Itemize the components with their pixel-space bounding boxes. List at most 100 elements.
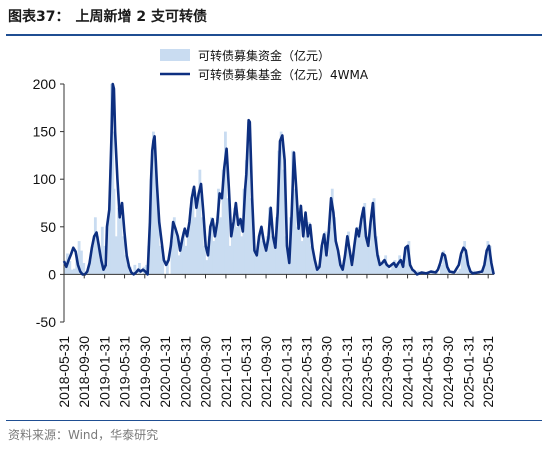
- bar: [279, 131, 283, 275]
- bar: [179, 245, 183, 275]
- x-tick-label: 2024-09-30: [440, 336, 456, 408]
- bar: [305, 236, 309, 275]
- bar: [210, 217, 213, 275]
- bar: [91, 245, 95, 275]
- bar: [170, 241, 174, 275]
- bar: [391, 262, 395, 275]
- bar: [63, 266, 67, 275]
- bar: [226, 198, 230, 275]
- bar: [326, 255, 330, 275]
- x-tick-label: 2022-01-31: [278, 336, 294, 408]
- bar: [284, 236, 288, 275]
- bar: [165, 260, 169, 275]
- bar: [293, 188, 297, 275]
- bar: [186, 226, 190, 275]
- bar: [214, 226, 218, 275]
- bar: [463, 241, 467, 275]
- bar: [149, 179, 153, 275]
- bar: [402, 264, 406, 275]
- bar: [379, 264, 383, 275]
- x-tick-label: 2019-05-31: [117, 336, 133, 408]
- bar: [409, 269, 413, 275]
- bar: [365, 236, 369, 275]
- bar: [224, 131, 227, 275]
- bar: [133, 264, 137, 275]
- bar: [386, 264, 390, 275]
- bar: [237, 217, 241, 275]
- bar: [70, 269, 74, 275]
- bar: [228, 245, 232, 275]
- bar: [370, 217, 374, 275]
- bar: [358, 236, 362, 275]
- bar: [205, 260, 209, 275]
- bar: [344, 245, 348, 275]
- bar: [405, 245, 408, 275]
- bar: [117, 207, 120, 275]
- bar: [196, 198, 199, 275]
- x-tick-label: 2022-09-30: [319, 336, 335, 408]
- bar: [80, 250, 83, 275]
- bar: [172, 217, 176, 275]
- legend-bar-label: 可转债募集资金（亿元）: [198, 48, 330, 63]
- title-divider: [6, 34, 542, 36]
- legend-line-label: 可转债募集基金（亿元）4WMA: [198, 67, 369, 82]
- bar: [312, 255, 316, 275]
- bar: [460, 255, 464, 275]
- bar: [395, 264, 399, 275]
- bar: [219, 217, 223, 275]
- bar: [119, 217, 123, 275]
- x-tick-label: 2025-05-31: [480, 336, 496, 408]
- bar: [124, 255, 127, 275]
- bar: [296, 226, 299, 275]
- y-tick-label: 100: [33, 171, 57, 187]
- y-tick-label: 0: [48, 266, 56, 282]
- bar: [175, 236, 179, 275]
- bar: [82, 262, 86, 275]
- bar: [98, 260, 102, 275]
- line-series: [62, 82, 495, 276]
- bar: [184, 245, 188, 275]
- bar: [93, 217, 97, 275]
- bar: [333, 217, 336, 275]
- bar: [145, 264, 148, 275]
- bar: [235, 226, 239, 275]
- bar: [282, 169, 285, 275]
- bar: [442, 250, 446, 275]
- bar: [152, 131, 155, 275]
- x-tick-label: 2024-05-31: [420, 336, 436, 408]
- x-tick-label: 2018-09-30: [76, 336, 92, 408]
- bar: [361, 217, 364, 275]
- bar: [398, 255, 402, 275]
- x-tick-label: 2019-01-31: [97, 336, 113, 408]
- bar: [161, 255, 165, 275]
- bar: [77, 241, 81, 275]
- bar: [368, 245, 371, 275]
- bar: [233, 207, 237, 275]
- bar: [265, 236, 269, 275]
- bar: [388, 269, 392, 275]
- bar: [200, 217, 204, 275]
- bar: [89, 260, 93, 275]
- bar: [412, 271, 415, 275]
- x-tick-label: 2021-09-30: [258, 336, 274, 408]
- bar: [100, 226, 104, 275]
- bar: [440, 264, 443, 275]
- x-tick-label: 2019-09-30: [137, 336, 153, 408]
- x-tick-label: 2020-01-31: [157, 336, 173, 408]
- bar: [158, 245, 162, 275]
- bar: [203, 245, 206, 275]
- legend: 可转债募集资金（亿元） 可转债募集基金（亿元）4WMA: [160, 48, 369, 82]
- bar: [458, 268, 462, 275]
- y-axis: -50 0 50 100 150 200: [33, 76, 64, 330]
- x-tick-label: 2023-01-31: [339, 336, 355, 408]
- bar: [321, 245, 325, 275]
- x-tick-label: 2018-05-31: [56, 336, 72, 408]
- bar: [254, 255, 258, 275]
- bar: [103, 245, 107, 275]
- bar: [217, 188, 220, 275]
- bar: [73, 268, 76, 275]
- y-tick-label: 200: [33, 76, 57, 92]
- bar: [112, 188, 116, 275]
- bar: [191, 188, 195, 275]
